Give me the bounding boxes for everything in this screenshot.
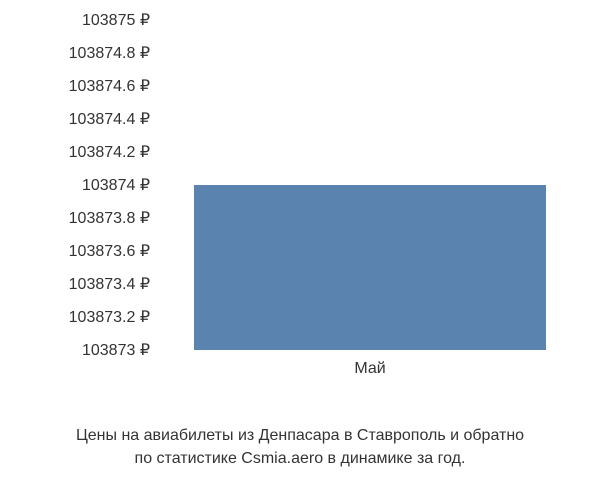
y-tick-label: 103874.2 ₽ bbox=[69, 142, 150, 162]
x-tick-label: Май bbox=[354, 360, 385, 378]
y-tick-label: 103874 ₽ bbox=[82, 175, 150, 195]
y-tick-label: 103875 ₽ bbox=[82, 10, 150, 30]
plot-area: Май bbox=[170, 20, 570, 350]
y-tick-label: 103874.6 ₽ bbox=[69, 76, 150, 96]
bar bbox=[194, 185, 546, 350]
y-tick-label: 103873 ₽ bbox=[82, 340, 150, 360]
caption-line-2: по статистике Csmia.aero в динамике за г… bbox=[0, 448, 600, 470]
y-axis: 103875 ₽103874.8 ₽103874.6 ₽103874.4 ₽10… bbox=[30, 20, 160, 350]
y-tick-label: 103874.4 ₽ bbox=[69, 109, 150, 129]
y-tick-label: 103873.6 ₽ bbox=[69, 241, 150, 261]
chart-caption: Цены на авиабилеты из Денпасара в Ставро… bbox=[0, 425, 600, 470]
y-tick-label: 103873.2 ₽ bbox=[69, 307, 150, 327]
y-tick-label: 103874.8 ₽ bbox=[69, 43, 150, 63]
y-tick-label: 103873.8 ₽ bbox=[69, 208, 150, 228]
y-tick-label: 103873.4 ₽ bbox=[69, 274, 150, 294]
caption-line-1: Цены на авиабилеты из Денпасара в Ставро… bbox=[0, 425, 600, 447]
chart-container: 103875 ₽103874.8 ₽103874.6 ₽103874.4 ₽10… bbox=[30, 20, 570, 390]
